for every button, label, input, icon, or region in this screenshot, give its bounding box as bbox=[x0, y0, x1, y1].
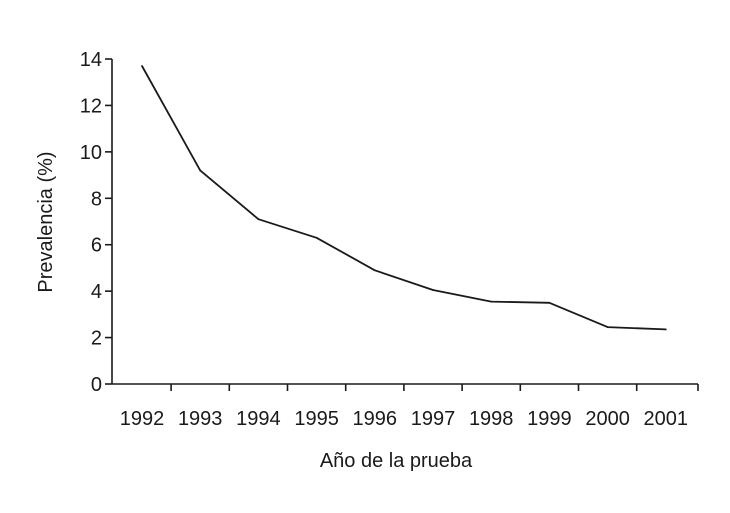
data-point bbox=[432, 289, 434, 291]
x-tick-label: 1994 bbox=[236, 408, 281, 430]
data-point bbox=[548, 301, 551, 304]
x-tick-label: 1998 bbox=[469, 408, 514, 430]
data-point bbox=[199, 169, 202, 172]
y-tick-label: 12 bbox=[80, 95, 102, 117]
x-tick-label: 1996 bbox=[353, 408, 398, 430]
x-tick-label: 1997 bbox=[411, 408, 456, 430]
x-axis-title: Año de la prueba bbox=[320, 450, 473, 472]
x-tick-label: 1993 bbox=[178, 408, 223, 430]
data-point bbox=[257, 218, 260, 221]
series-line bbox=[141, 65, 666, 331]
y-tick-label: 2 bbox=[91, 328, 102, 350]
data-point bbox=[373, 269, 376, 272]
x-tick-label: 2000 bbox=[585, 408, 630, 430]
y-tick-label: 10 bbox=[80, 142, 102, 164]
x-tick-label: 1995 bbox=[294, 408, 339, 430]
y-tick-label: 0 bbox=[91, 374, 102, 396]
data-point bbox=[315, 236, 318, 239]
y-axis: 0 2 4 6 8 10 12 14 bbox=[80, 49, 113, 396]
data-point bbox=[664, 328, 667, 331]
series-layer bbox=[141, 65, 667, 331]
y-axis-title: Prevalencia (%) bbox=[35, 151, 57, 292]
y-tick-label: 4 bbox=[91, 281, 102, 303]
x-axis: 1992 1993 1994 1995 1996 1997 1998 1999 2000 2001 bbox=[112, 383, 699, 430]
y-tick-label: 14 bbox=[80, 49, 102, 71]
y-tick-label: 6 bbox=[91, 235, 102, 257]
data-point bbox=[606, 326, 609, 329]
data-point bbox=[490, 300, 493, 303]
x-tick-label: 1999 bbox=[527, 408, 572, 430]
x-tick-label: 2001 bbox=[644, 408, 689, 430]
y-tick-label: 8 bbox=[91, 188, 102, 210]
data-point bbox=[141, 65, 143, 67]
x-tick-label: 1992 bbox=[120, 408, 165, 430]
